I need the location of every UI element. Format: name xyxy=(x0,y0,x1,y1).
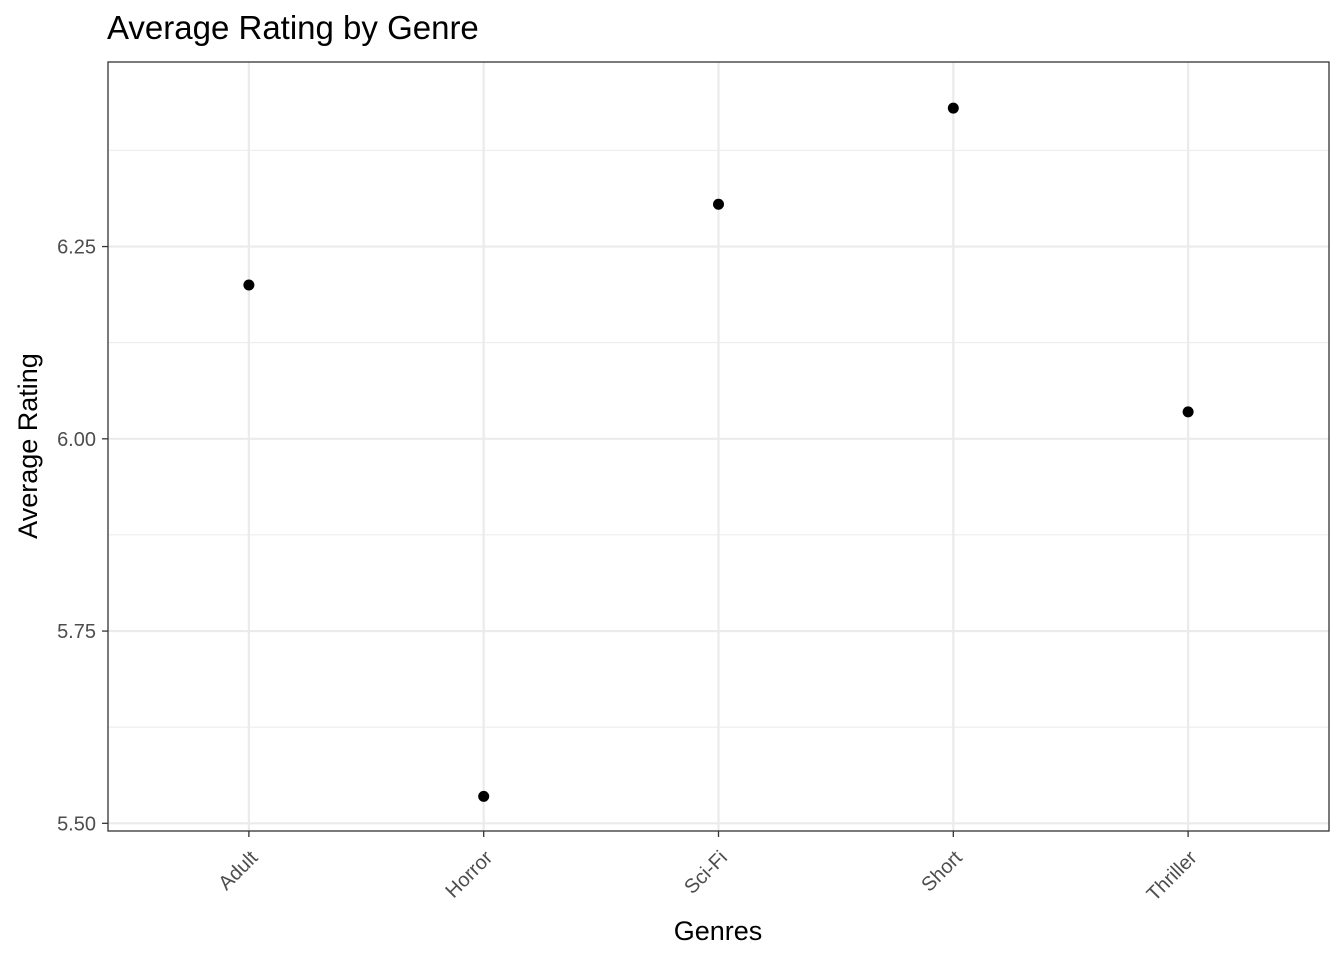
data-point-sci-fi xyxy=(713,198,724,210)
y-tick-label: 6.25 xyxy=(57,237,96,259)
grid xyxy=(108,62,1329,831)
chart-title: Average Rating by Genre xyxy=(107,9,479,46)
x-tick-label: Adult xyxy=(215,847,263,895)
x-tick-label: Thriller xyxy=(1143,847,1202,906)
data-point-horror xyxy=(478,790,490,802)
y-axis-title: Average Rating xyxy=(13,353,43,539)
x-axis-title: Genres xyxy=(674,916,763,946)
data-point-thriller xyxy=(1182,406,1194,418)
y-tick-label: 5.75 xyxy=(57,621,96,643)
x-tick-label: Horror xyxy=(441,847,497,903)
y-tick-label: 6.00 xyxy=(57,429,96,451)
data-point-short xyxy=(947,102,959,114)
data-point-adult xyxy=(243,279,255,291)
y-tick-label: 5.50 xyxy=(57,813,96,835)
axis-ticks: 5.50 5.75 6.00 6.25 Adult Horror Sci-Fi Short Th… xyxy=(57,237,1202,906)
x-tick-label: Short xyxy=(917,847,967,897)
x-tick-label: Sci-Fi xyxy=(680,847,732,899)
data-points xyxy=(243,102,1194,802)
